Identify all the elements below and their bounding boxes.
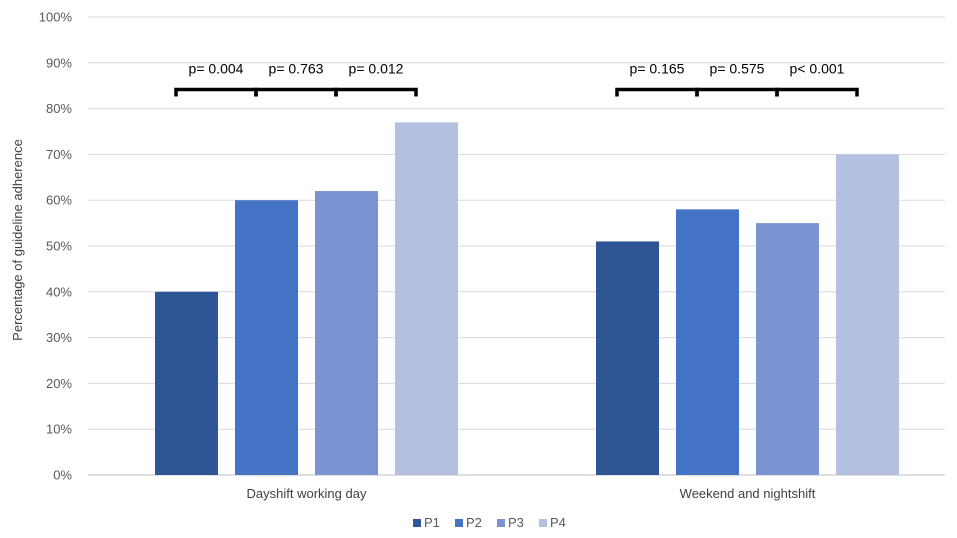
y-tick-label: 60% <box>46 193 72 208</box>
legend-swatch <box>497 519 505 527</box>
y-tick-label: 10% <box>46 422 72 437</box>
bar-p4-2 <box>836 154 899 475</box>
x-axis-categories: Dayshift working day Weekend and nightshi… <box>247 486 816 501</box>
legend-label: P4 <box>550 515 566 530</box>
gridlines <box>88 16 945 476</box>
significance-bracket <box>695 87 779 97</box>
p-value-label: p= 0.012 <box>349 60 404 76</box>
y-tick-label: 30% <box>46 330 72 345</box>
bar-p2-1 <box>235 200 298 475</box>
legend-label: P2 <box>466 515 482 530</box>
p-value-label: p= 0.763 <box>269 60 324 76</box>
legend-swatch <box>413 519 421 527</box>
bars <box>155 122 899 476</box>
y-tick-label: 100% <box>39 10 73 25</box>
legend-label: P3 <box>508 515 524 530</box>
significance-bracket <box>174 87 258 97</box>
y-axis-title: Percentage of guideline adherence <box>10 139 25 341</box>
category-label: Weekend and nightshift <box>680 486 816 501</box>
y-tick-label: 0% <box>53 468 72 483</box>
bar-p3-2 <box>756 223 819 475</box>
y-axis-ticks: 0% 10% 20% 30% 40% 50% 60% 70% 80% 90% 100% <box>39 10 73 483</box>
legend-label: P1 <box>424 515 440 530</box>
y-tick-label: 50% <box>46 239 72 254</box>
legend-swatch <box>455 519 463 527</box>
significance-bracket <box>775 87 859 97</box>
y-tick-label: 40% <box>46 284 72 299</box>
y-tick-label: 80% <box>46 101 72 116</box>
significance-bracket <box>615 87 699 97</box>
significance-bracket <box>334 87 418 97</box>
p-value-label: p= 0.575 <box>710 60 765 76</box>
bar-p1-2 <box>596 241 659 475</box>
significance-bracket <box>254 87 338 97</box>
bar-p2-2 <box>676 209 739 476</box>
p-value-label: p= 0.004 <box>189 60 244 76</box>
significance-brackets: p= 0.004 p= 0.763 p= 0.012 p= 0.165 p= 0.575… <box>174 60 859 97</box>
bar-p3-1 <box>315 191 378 476</box>
p-value-label: p< 0.001 <box>790 60 845 76</box>
y-tick-label: 90% <box>46 55 72 70</box>
p-value-label: p= 0.165 <box>630 60 685 76</box>
bar-p4-1 <box>395 122 458 475</box>
y-tick-label: 70% <box>46 147 72 162</box>
bar-p1-1 <box>155 291 218 475</box>
legend: P1 P2 P3 P4 <box>413 515 566 530</box>
y-tick-label: 20% <box>46 376 72 391</box>
legend-swatch <box>539 519 547 527</box>
category-label: Dayshift working day <box>247 486 367 501</box>
